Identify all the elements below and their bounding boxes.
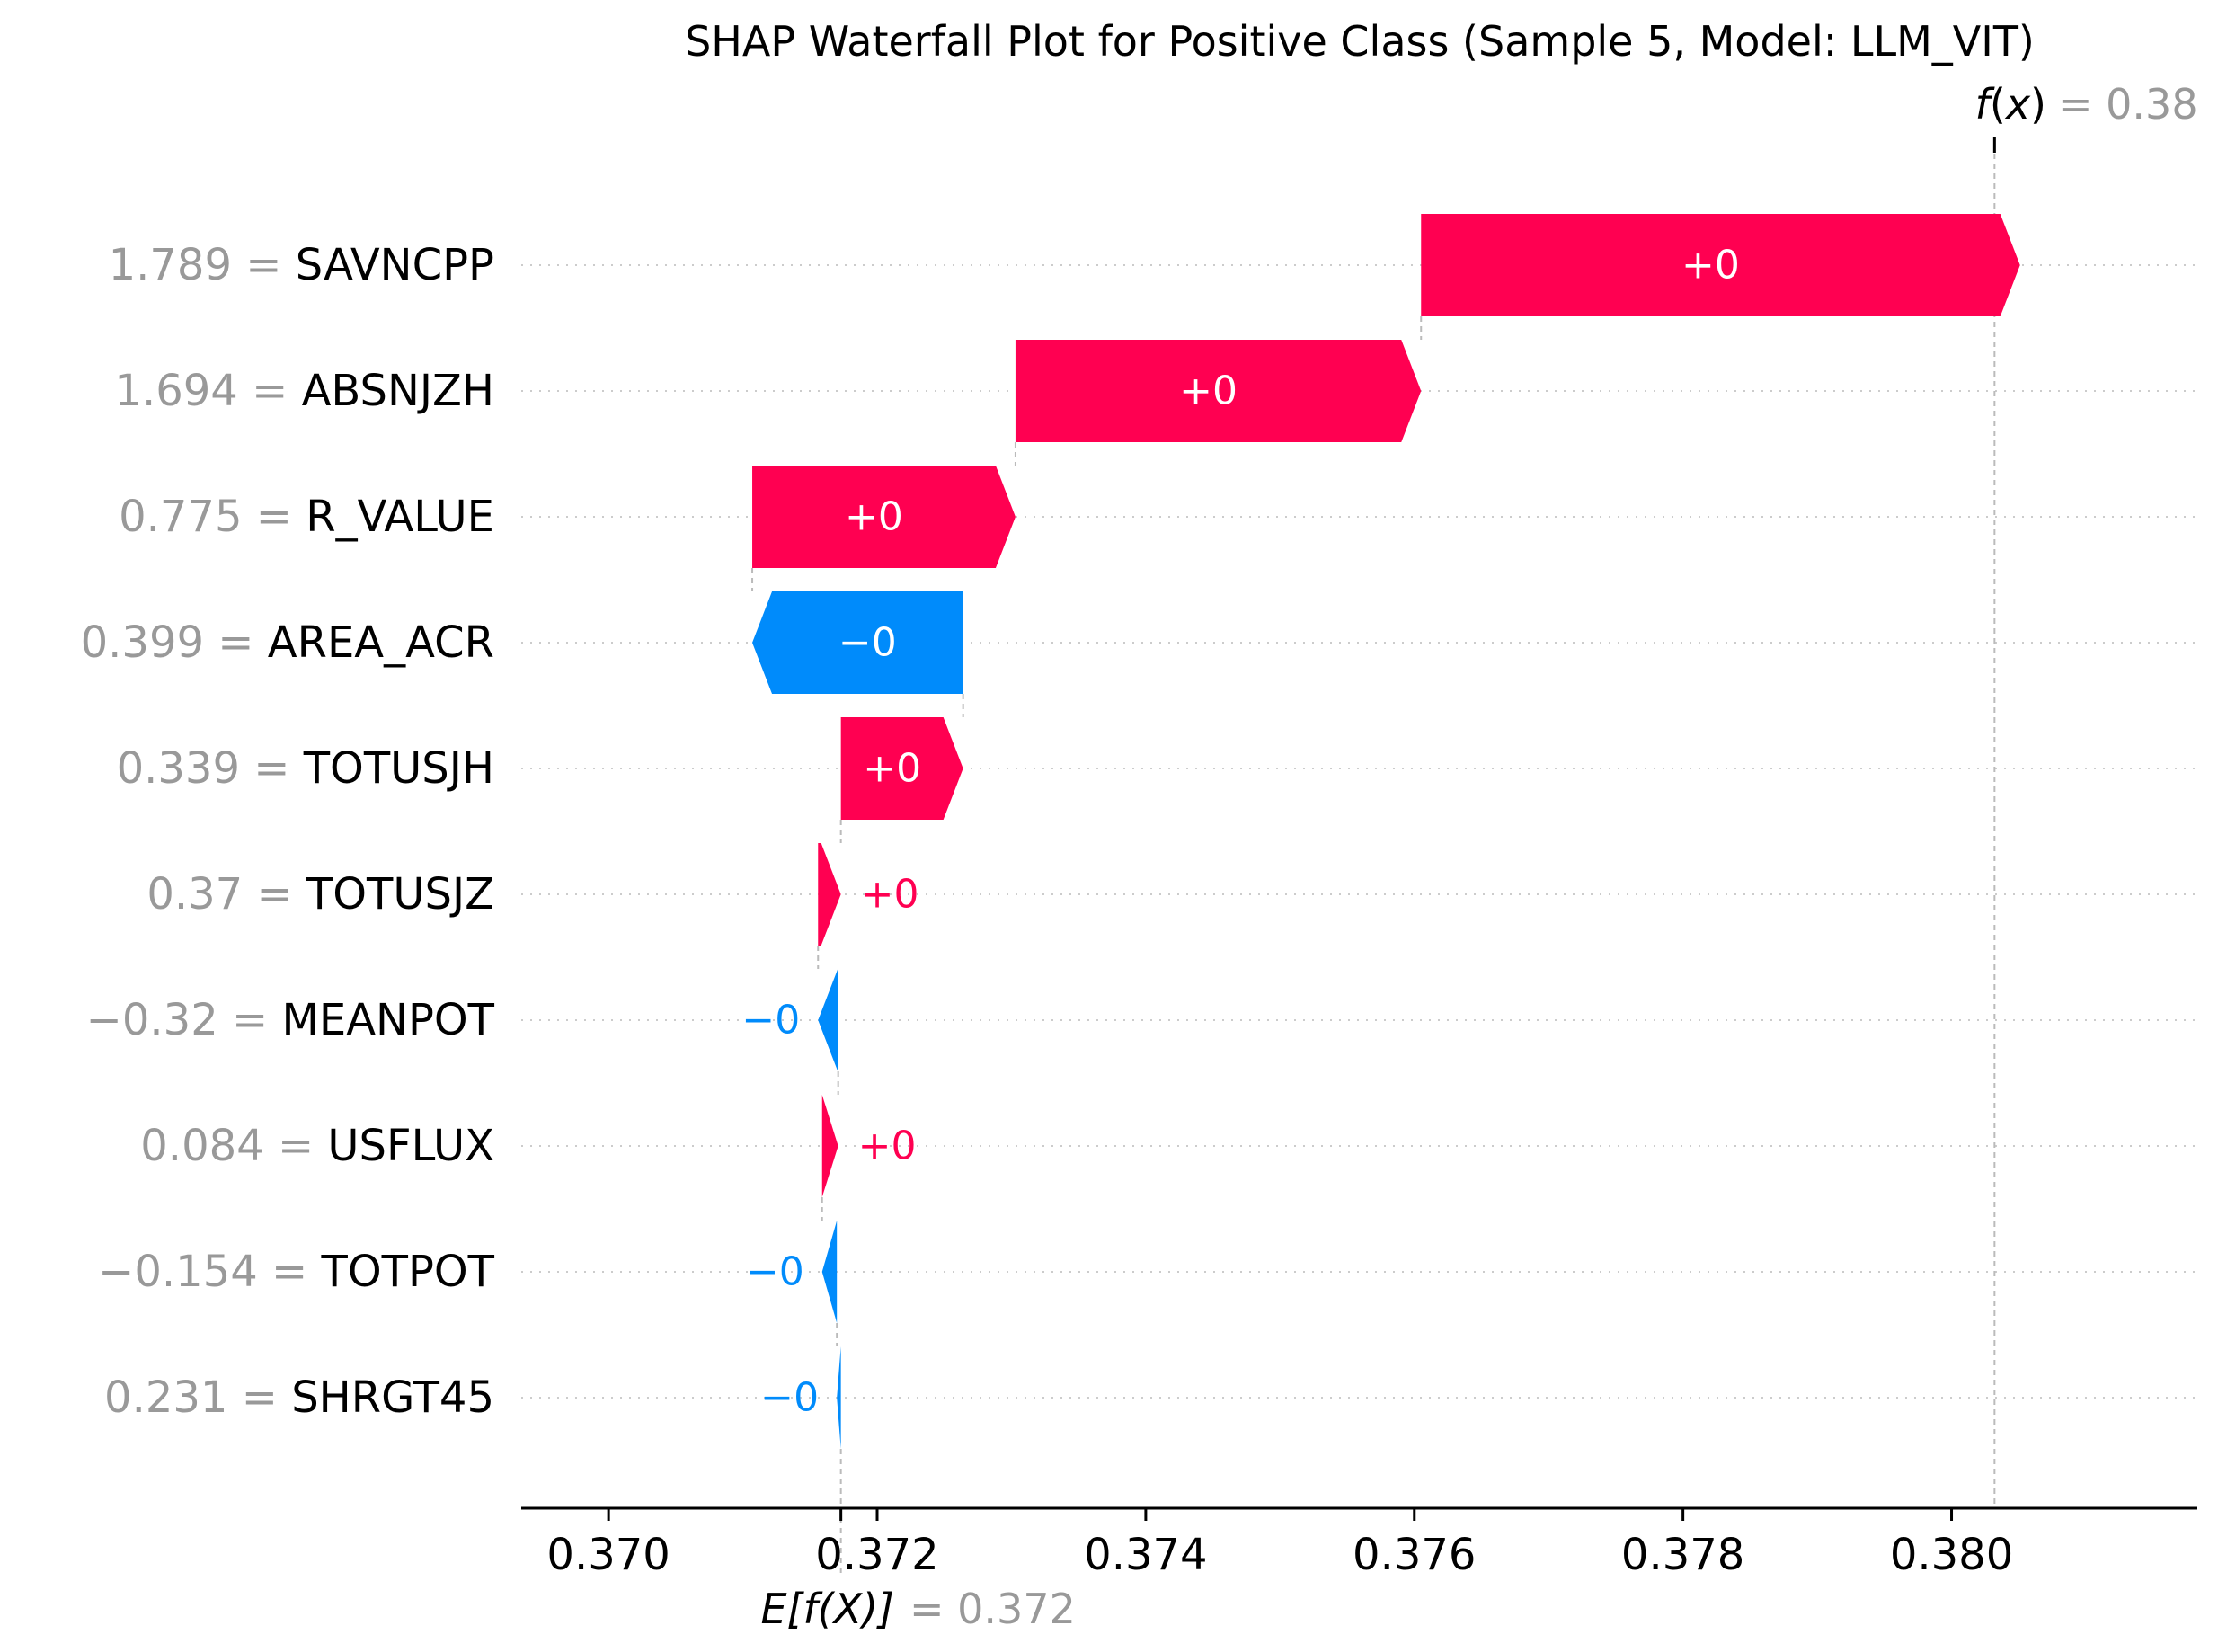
shap-value-label: +0: [863, 746, 921, 792]
shap-bar: [818, 969, 838, 1071]
feature-value: 1.694 =: [114, 366, 301, 416]
shap-bar: [752, 466, 1016, 568]
chart-title: SHAP Waterfall Plot for Positive Class (…: [685, 17, 2035, 66]
shap-bar: [818, 843, 841, 946]
connector-guides: [751, 137, 1996, 1575]
shap-bar: [821, 1095, 838, 1197]
feature-label: 0.37 = TOTUSJZ: [146, 869, 494, 919]
shap-bar: [752, 591, 963, 694]
shap-value-label: −0: [760, 1375, 819, 1421]
feature-value: 0.399 =: [81, 617, 268, 668]
feature-name: SAVNCPP: [296, 240, 494, 290]
shap-bar: [1421, 214, 2020, 316]
shap-bar: [840, 717, 963, 820]
feature-label: 0.084 = USFLUX: [140, 1121, 494, 1171]
feature-name: SHRGT45: [291, 1372, 494, 1423]
feature-value: 0.084 =: [140, 1121, 327, 1171]
shap-bar: [837, 1346, 841, 1449]
x-tick-label: 0.372: [815, 1530, 938, 1580]
shap-value-label: −0: [746, 1249, 804, 1295]
feature-label: 1.789 = SAVNCPP: [109, 240, 494, 290]
shap-value-label: +0: [1681, 243, 1740, 289]
feature-name: MEANPOT: [281, 995, 494, 1045]
shap-value-label: +0: [858, 1124, 917, 1169]
shap-value-label: −0: [741, 998, 800, 1044]
feature-name: USFLUX: [327, 1121, 494, 1171]
feature-name: TOTPOT: [321, 1247, 495, 1297]
feature-name: AREA_ACR: [268, 617, 494, 668]
feature-label: −0.32 = MEANPOT: [86, 995, 495, 1045]
fx-value: = 0.38: [2058, 80, 2198, 129]
fx-label: f(x): [1975, 80, 2046, 129]
feature-label: 1.694 = ABSNJZH: [114, 366, 494, 416]
shap-bars: +0 +0 +0 −0 +0 +0 −0 +0 −0 −0: [741, 214, 2020, 1449]
feature-name: TOTUSJH: [303, 743, 494, 794]
feature-label: 0.231 = SHRGT45: [104, 1372, 494, 1423]
feature-value: −0.32 =: [86, 995, 282, 1045]
base-value: = 0.372: [909, 1585, 1076, 1633]
feature-label: 0.775 = R_VALUE: [119, 492, 494, 542]
shap-value-label: +0: [861, 872, 919, 918]
feature-name: R_VALUE: [306, 492, 494, 542]
feature-label: 0.339 = TOTUSJH: [117, 743, 494, 794]
feature-value: 0.231 =: [104, 1372, 291, 1423]
base-label: E[f(X)]: [760, 1585, 894, 1633]
shap-bar: [821, 1221, 838, 1323]
feature-label: 0.399 = AREA_ACR: [81, 617, 494, 668]
shap-value-label: +0: [845, 494, 903, 540]
feature-label: −0.154 = TOTPOT: [98, 1247, 495, 1297]
feature-value: 0.775 =: [119, 492, 306, 542]
x-axis: 0.370 0.372 0.374 0.376 0.378 0.380: [521, 1506, 2197, 1580]
feature-value: 0.37 =: [146, 869, 306, 919]
x-tick-label: 0.370: [546, 1530, 670, 1580]
feature-labels: 1.789 = SAVNCPP 1.694 = ABSNJZH 0.775 = R_…: [81, 240, 495, 1423]
x-tick-label: 0.374: [1084, 1530, 1207, 1580]
base-value-annotation: E[f(X)] = 0.372: [760, 1585, 1075, 1633]
fx-annotation: f(x) = 0.38: [1975, 80, 2198, 129]
x-tick-label: 0.380: [1890, 1530, 2013, 1580]
feature-value: 1.789 =: [109, 240, 296, 290]
feature-value: 0.339 =: [117, 743, 304, 794]
x-tick-label: 0.376: [1353, 1530, 1476, 1580]
shap-value-label: +0: [1179, 369, 1238, 414]
feature-value: −0.154 =: [98, 1247, 321, 1297]
feature-name: ABSNJZH: [302, 366, 494, 416]
feature-name: TOTUSJZ: [306, 869, 494, 919]
x-tick-label: 0.378: [1621, 1530, 1744, 1580]
shap-value-label: −0: [838, 620, 897, 666]
shap-bar: [1015, 340, 1422, 442]
